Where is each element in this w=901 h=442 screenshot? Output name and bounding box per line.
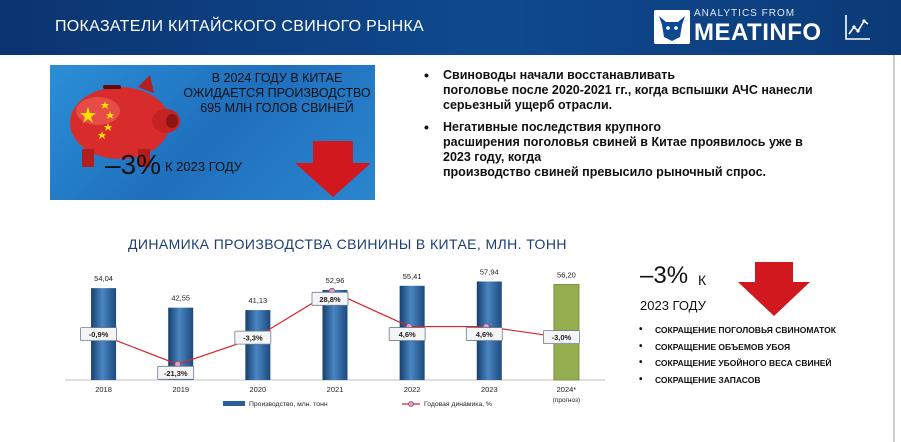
bar-value-label: 52,96 xyxy=(326,276,345,285)
right-divider xyxy=(893,55,895,442)
growth-label: -3,0% xyxy=(552,333,572,342)
bar-value-label: 54,04 xyxy=(94,274,113,283)
banner-percent-label: К 2023 ГОДУ xyxy=(165,159,243,174)
growth-label-box xyxy=(311,291,349,306)
reasons-list: СОКРАЩЕНИЕ ПОГОЛОВЬЯ СВИНОМАТОК СОКРАЩЕН… xyxy=(637,322,836,388)
bar-value-label: 57,94 xyxy=(480,268,499,277)
growth-label: -21,3% xyxy=(164,369,188,378)
bullet-item: Свиноводы начали восстанавливать поголов… xyxy=(420,68,840,113)
growth-label: -3,3% xyxy=(243,334,263,343)
x-tick-label: 2023 xyxy=(481,385,498,394)
bar-value-label: 42,55 xyxy=(171,294,190,303)
growth-label-box xyxy=(543,330,580,345)
list-item: СОКРАЩЕНИЕ ОБЪЕМОВ УБОЯ xyxy=(637,339,836,356)
legend-bar-label: Производство, млн. тонн xyxy=(249,401,328,408)
growth-label: 4,6% xyxy=(399,330,416,339)
growth-label-box xyxy=(80,327,117,341)
list-item: СОКРАЩЕНИЕ ПОГОЛОВЬЯ СВИНОМАТОК xyxy=(637,322,836,339)
banner-line-3: 695 МЛН ГОЛОВ СВИНЕЙ xyxy=(200,101,354,115)
page-title: ПОКАЗАТЕЛИ КИТАЙСКОГО СВИНОГО РЫНКА xyxy=(55,18,425,35)
bullet-list: Свиноводы начали восстанавливать поголов… xyxy=(420,68,840,187)
forecast-banner: В 2024 ГОДУ В КИТАЕ ОЖИДАЕТСЯ ПРОИЗВОДСТ… xyxy=(50,65,375,200)
bar xyxy=(245,310,271,380)
bull-icon xyxy=(654,10,690,44)
growth-label-box xyxy=(157,365,195,380)
bar-value-label: 41,13 xyxy=(248,296,267,305)
line-chart-icon[interactable] xyxy=(843,12,873,42)
meatinfo-logo[interactable]: ANALYTICS FROM MEATINFO xyxy=(654,8,821,46)
growth-label-box xyxy=(234,330,272,345)
growth-label-box xyxy=(388,327,426,341)
bullet-item: Негативные последствия крупного расширен… xyxy=(420,120,840,180)
logo-wordmark: MEATINFO xyxy=(694,19,822,46)
legend-line-label: Годовая динамика, % xyxy=(424,401,492,408)
right-percent: –3% xyxy=(640,262,689,289)
header-bar: ПОКАЗАТЕЛИ КИТАЙСКОГО СВИНОГО РЫНКА ANAL… xyxy=(0,0,901,55)
growth-label: 4,6% xyxy=(476,330,493,339)
bar-value-label: 55,41 xyxy=(403,272,422,281)
right-percent-k: К xyxy=(698,272,707,288)
down-arrow-icon xyxy=(295,141,371,197)
x-tick-label: 2019 xyxy=(172,385,189,394)
logo-subtitle: ANALYTICS FROM xyxy=(694,8,796,19)
production-chart: 54,04 2018 42,55 2019 41,13 2020 52,96 2021 55,4… xyxy=(65,268,605,408)
list-item: СОКРАЩЕНИЕ УБОЙНОГО ВЕСА СВИНЕЙ xyxy=(637,355,836,372)
right-year-label: 2023 ГОДУ xyxy=(640,298,706,313)
banner-percent: –3% xyxy=(105,149,162,180)
x-tick-label: 2021 xyxy=(327,385,344,394)
growth-label-box xyxy=(465,327,503,341)
legend-bar-swatch xyxy=(223,401,245,406)
banner-line-2: ОЖИДАЕТСЯ ПРОИЗВОДСТВО xyxy=(183,86,371,100)
banner-line-1: В 2024 ГОДУ В КИТАЕ xyxy=(211,71,343,85)
banner-text: В 2024 ГОДУ В КИТАЕ ОЖИДАЕТСЯ ПРОИЗВОДСТ… xyxy=(182,71,372,116)
x-tick-label: 2020 xyxy=(250,385,267,394)
x-tick-label: 2024* xyxy=(557,385,577,394)
down-arrow-icon xyxy=(738,262,810,316)
chart-title: ДИНАМИКА ПРОИЗВОДСТВА СВИНИНЫ В КИТАЕ, М… xyxy=(128,236,567,252)
list-item: СОКРАЩЕНИЕ ЗАПАСОВ xyxy=(637,372,836,389)
growth-label: 28,8% xyxy=(319,295,341,304)
x-tick-note: (прогноз) xyxy=(553,397,581,404)
x-tick-label: 2018 xyxy=(95,385,112,394)
pig-icon xyxy=(70,75,180,167)
bar-value-label: 56,20 xyxy=(557,270,576,279)
x-tick-label: 2022 xyxy=(404,385,421,394)
growth-label: -0,9% xyxy=(89,330,109,339)
legend-line-marker xyxy=(408,401,414,407)
